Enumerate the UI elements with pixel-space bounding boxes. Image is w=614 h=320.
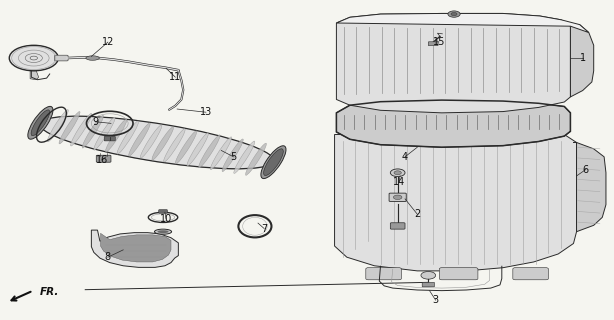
FancyBboxPatch shape — [104, 136, 115, 141]
Ellipse shape — [211, 137, 231, 170]
Ellipse shape — [175, 131, 197, 164]
Ellipse shape — [41, 117, 275, 169]
FancyBboxPatch shape — [440, 268, 478, 280]
FancyBboxPatch shape — [429, 42, 438, 46]
Ellipse shape — [187, 133, 208, 166]
Circle shape — [394, 171, 402, 175]
Ellipse shape — [158, 230, 169, 233]
Ellipse shape — [152, 127, 174, 160]
Text: 16: 16 — [96, 155, 108, 165]
Text: 13: 13 — [200, 107, 212, 117]
Text: 15: 15 — [432, 37, 445, 47]
Circle shape — [9, 45, 58, 71]
FancyBboxPatch shape — [422, 282, 435, 287]
Ellipse shape — [199, 135, 220, 168]
Polygon shape — [336, 13, 589, 33]
Ellipse shape — [47, 110, 68, 142]
FancyBboxPatch shape — [389, 193, 406, 201]
Ellipse shape — [117, 121, 139, 154]
Ellipse shape — [31, 110, 50, 136]
Ellipse shape — [82, 115, 104, 148]
FancyBboxPatch shape — [513, 268, 548, 280]
Ellipse shape — [140, 125, 162, 158]
Ellipse shape — [28, 106, 53, 139]
FancyBboxPatch shape — [391, 223, 405, 229]
Ellipse shape — [42, 117, 276, 170]
FancyBboxPatch shape — [96, 155, 111, 162]
Text: 4: 4 — [402, 152, 408, 162]
Ellipse shape — [59, 111, 80, 144]
Ellipse shape — [263, 149, 283, 176]
Text: 3: 3 — [433, 295, 439, 305]
Polygon shape — [336, 100, 570, 147]
Text: 14: 14 — [393, 177, 405, 187]
Text: 12: 12 — [102, 37, 114, 47]
Ellipse shape — [106, 119, 127, 152]
FancyBboxPatch shape — [366, 268, 402, 280]
Text: 1: 1 — [580, 53, 586, 63]
Ellipse shape — [163, 129, 185, 162]
Text: 6: 6 — [583, 164, 589, 174]
Ellipse shape — [261, 146, 286, 179]
Circle shape — [421, 271, 436, 279]
Polygon shape — [101, 233, 171, 262]
Circle shape — [448, 11, 460, 17]
FancyBboxPatch shape — [55, 55, 68, 61]
Text: 9: 9 — [93, 117, 99, 127]
Text: FR.: FR. — [39, 287, 59, 297]
Text: 5: 5 — [230, 152, 236, 162]
Text: 11: 11 — [169, 72, 181, 82]
Ellipse shape — [155, 229, 171, 234]
Ellipse shape — [94, 117, 115, 150]
Ellipse shape — [222, 139, 243, 172]
Text: 10: 10 — [160, 214, 172, 224]
Ellipse shape — [40, 116, 274, 169]
Text: 7: 7 — [261, 223, 267, 234]
Ellipse shape — [41, 116, 274, 169]
Text: 8: 8 — [105, 252, 111, 262]
Polygon shape — [335, 134, 577, 271]
FancyBboxPatch shape — [159, 210, 168, 213]
Polygon shape — [336, 13, 570, 113]
Ellipse shape — [71, 113, 91, 146]
Ellipse shape — [86, 56, 99, 60]
Circle shape — [394, 195, 402, 199]
Ellipse shape — [128, 123, 150, 156]
Polygon shape — [30, 71, 39, 80]
Circle shape — [391, 169, 405, 177]
Polygon shape — [570, 25, 594, 97]
Ellipse shape — [246, 143, 266, 175]
Ellipse shape — [234, 141, 255, 173]
Polygon shape — [91, 230, 178, 268]
Text: 2: 2 — [414, 209, 421, 219]
Polygon shape — [573, 142, 606, 232]
Circle shape — [451, 12, 457, 16]
